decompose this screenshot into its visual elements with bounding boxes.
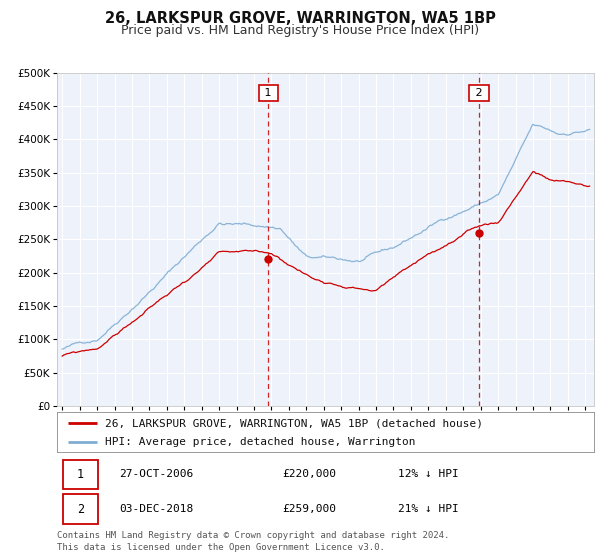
Text: 27-OCT-2006: 27-OCT-2006 <box>119 469 193 479</box>
Text: 1: 1 <box>77 468 84 481</box>
Text: 2: 2 <box>77 502 84 516</box>
FancyBboxPatch shape <box>64 494 98 524</box>
Text: 26, LARKSPUR GROVE, WARRINGTON, WA5 1BP: 26, LARKSPUR GROVE, WARRINGTON, WA5 1BP <box>104 11 496 26</box>
Text: 26, LARKSPUR GROVE, WARRINGTON, WA5 1BP (detached house): 26, LARKSPUR GROVE, WARRINGTON, WA5 1BP … <box>106 418 484 428</box>
Text: Price paid vs. HM Land Registry's House Price Index (HPI): Price paid vs. HM Land Registry's House … <box>121 24 479 36</box>
Text: £220,000: £220,000 <box>283 469 337 479</box>
FancyBboxPatch shape <box>64 460 98 489</box>
Text: 2: 2 <box>472 88 487 98</box>
Text: Contains HM Land Registry data © Crown copyright and database right 2024.
This d: Contains HM Land Registry data © Crown c… <box>57 531 449 552</box>
Text: £259,000: £259,000 <box>283 504 337 514</box>
Text: 12% ↓ HPI: 12% ↓ HPI <box>398 469 459 479</box>
Text: HPI: Average price, detached house, Warrington: HPI: Average price, detached house, Warr… <box>106 437 416 446</box>
Text: 1: 1 <box>262 88 275 98</box>
Text: 03-DEC-2018: 03-DEC-2018 <box>119 504 193 514</box>
Text: 21% ↓ HPI: 21% ↓ HPI <box>398 504 459 514</box>
